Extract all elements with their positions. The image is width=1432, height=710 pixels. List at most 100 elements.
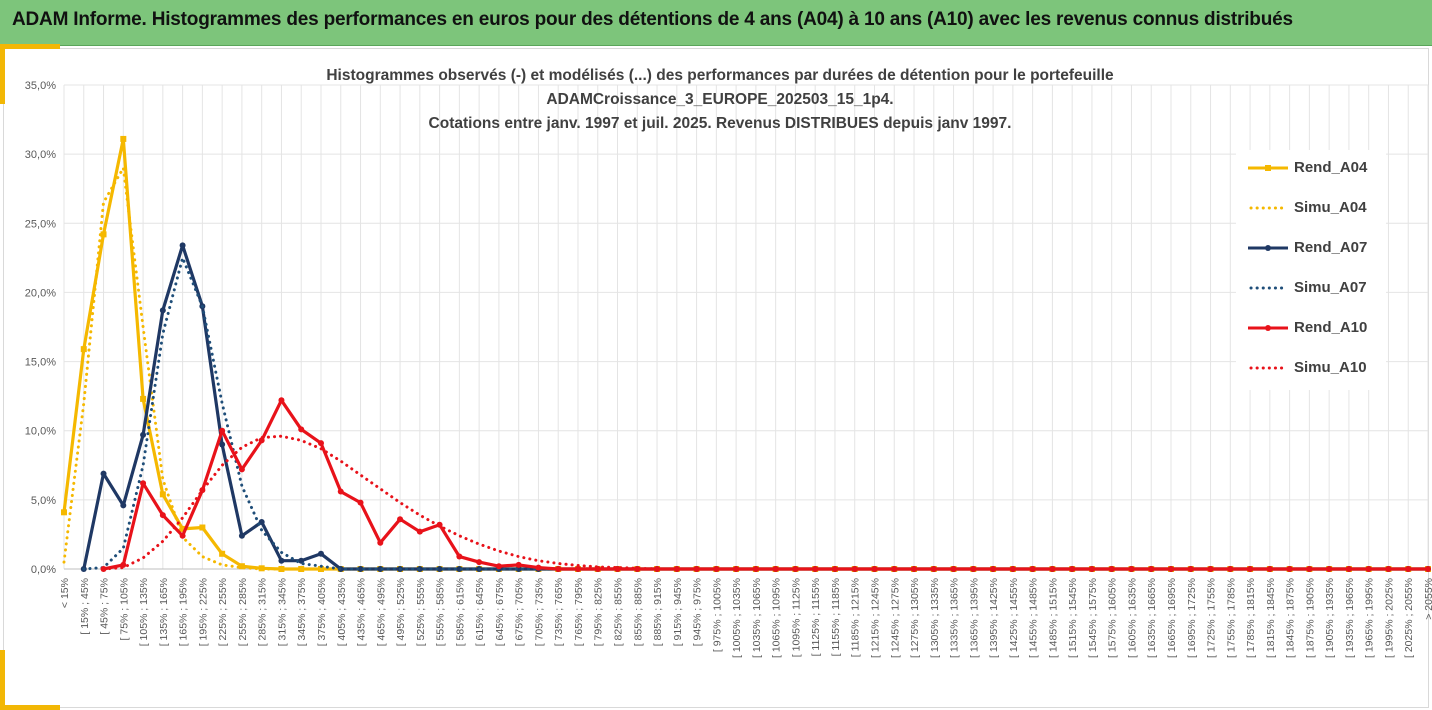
data-point-Rend_A04 [238,563,245,570]
data-point-Rend_A04 [159,491,166,498]
corner-accent [0,705,60,710]
data-point-Rend_A10 [238,466,245,473]
x-tick-label: [ 195% ; 225% [197,578,209,646]
data-point-Rend_A10 [219,427,226,434]
legend-item: Simu_A10 [1236,350,1386,390]
x-tick-label: [ 945% ; 975% [692,578,704,646]
y-tick-label: 30,0% [25,149,56,161]
legend-swatch-marker [1265,165,1271,171]
legend-label: Rend_A07 [1294,239,1368,256]
x-tick-label: [ 45% ; 75% [99,578,111,635]
x-tick-label: [ 1605% ; 1635% [1126,578,1138,658]
x-tick-label: [ 105% ; 135% [138,578,150,646]
data-point-Rend_A10 [456,553,463,560]
x-tick-label: [ 1905% ; 1935% [1324,578,1336,658]
legend-label: Simu_A04 [1294,199,1367,216]
data-point-Rend_A10 [535,564,542,571]
data-point-Rend_A10 [159,512,166,519]
y-tick-label: 0,0% [31,564,56,576]
x-tick-label: [ 1635% ; 1665% [1146,578,1158,658]
x-tick-label: [ 525% ; 555% [415,578,427,646]
x-tick-label: [ 645% ; 675% [494,578,506,646]
x-tick-label: [ 1845% ; 1875% [1285,578,1297,658]
data-point-Rend_A07 [120,502,127,509]
legend-swatch [1248,325,1288,331]
x-tick-label: [ 555% ; 585% [435,578,447,646]
data-point-Rend_A07 [357,566,364,572]
data-point-Rend_A07 [456,566,463,572]
x-tick-label: < 15% [59,578,71,608]
legend-swatch-marker [1265,325,1271,331]
x-tick-label: [ 1725% ; 1755% [1206,578,1218,658]
y-tick-label: 35,0% [25,80,56,92]
data-point-Rend_A07 [238,532,245,539]
data-point-Rend_A10 [950,566,957,572]
data-point-Rend_A04 [298,566,305,572]
data-point-Rend_A07 [317,550,324,557]
data-point-Rend_A07 [140,431,147,438]
x-tick-label: [ 1995% ; 2025% [1383,578,1395,658]
legend-swatch [1249,286,1287,290]
legend-item: Rend_A07 [1236,230,1386,270]
data-point-Rend_A10 [258,437,265,444]
chart-title-line-1: Histogrammes observés (-) et modélisés (… [326,67,1114,84]
x-tick-label: [ 135% ; 165% [158,578,170,646]
x-tick-label: [ 915% ; 945% [672,578,684,646]
data-point-Rend_A10 [1425,566,1431,572]
x-tick-label: [ 1095% ; 1125% [790,578,802,657]
x-tick-label: > 2055% [1423,578,1432,620]
x-tick-label: [ 1245% ; 1275% [889,578,901,658]
legend-label: Simu_A07 [1294,279,1367,296]
y-tick-label: 5,0% [31,495,56,507]
legend-swatch [1249,206,1287,210]
x-tick-label: [ 1065% ; 1095% [771,578,783,658]
legend-swatch [1248,165,1288,171]
legend-swatch [1249,366,1287,370]
x-tick-label: [ 375% ; 405% [316,578,328,646]
corner-accent [0,44,5,104]
data-point-Rend_A07 [179,242,186,249]
data-point-Rend_A10 [772,566,779,572]
corner-accent [0,44,60,49]
data-point-Rend_A07 [436,566,443,572]
x-tick-label: [ 1395% ; 1425% [988,578,1000,658]
legend-swatch [1248,245,1288,251]
legend-item: Rend_A10 [1236,310,1386,350]
data-point-Rend_A10 [1128,566,1135,572]
data-point-Rend_A10 [298,426,305,433]
legend-item: Simu_A07 [1236,270,1386,310]
x-tick-label: [ 1455% ; 1485% [1028,578,1040,658]
legend-label: Simu_A10 [1294,359,1367,376]
x-tick-label: [ 1305% ; 1335% [929,578,941,658]
series-line-Rend_A10 [103,398,1428,571]
x-tick-label: [ 1755% ; 1785% [1225,578,1237,658]
corner-accent [0,650,5,710]
data-point-Rend_A04 [199,524,206,531]
x-tick-label: [ 675% ; 705% [514,578,526,646]
chart-title-line-3: Cotations entre janv. 1997 et juil. 2025… [428,115,1012,132]
header-banner: ADAM Informe. Histogrammes des performan… [0,0,1432,46]
data-point-Rend_A07 [219,441,226,448]
data-point-Rend_A04 [317,566,324,572]
data-point-Rend_A10 [476,559,483,566]
data-point-Rend_A07 [298,557,305,564]
x-tick-label: [ 1665% ; 1695% [1166,578,1178,658]
data-point-Rend_A10 [140,480,147,487]
data-point-Rend_A10 [1187,566,1194,572]
data-point-Rend_A10 [377,539,384,546]
x-tick-label: [ 1365% ; 1395% [968,578,980,658]
x-tick-label: [ 1185% ; 1215% [850,578,862,657]
x-tick-label: [ 465% ; 495% [375,578,387,646]
x-tick-label: [ 735% ; 765% [553,578,565,646]
series-line-Rend_A04 [62,137,1428,571]
y-tick-label: 20,0% [25,287,56,299]
y-tick-label: 25,0% [25,218,56,230]
data-point-Rend_A10 [357,499,364,506]
x-tick-label: [ 1215% ; 1245% [869,578,881,658]
data-point-Rend_A07 [100,470,107,477]
data-point-Rend_A10 [1207,566,1214,572]
x-tick-label: [ 765% ; 795% [573,578,585,646]
x-tick-label: [ 615% ; 645% [474,578,486,646]
data-point-Rend_A04 [100,231,107,238]
